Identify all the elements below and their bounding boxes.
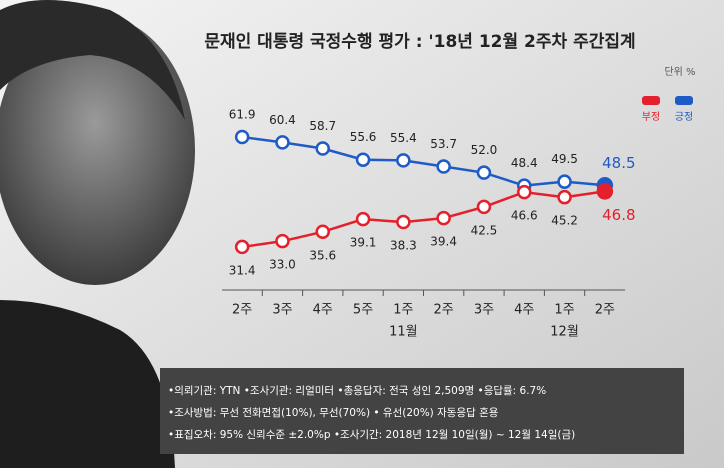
data-label: 55.4 <box>390 131 417 145</box>
data-label: 33.0 <box>269 258 296 272</box>
point <box>476 165 492 180</box>
x-tick-label: 2주 <box>232 303 252 318</box>
data-label: 45.2 <box>551 214 578 228</box>
legend-swatch <box>642 96 660 105</box>
x-tick-label: 4주 <box>514 303 534 318</box>
point <box>315 224 330 240</box>
data-label: 46.6 <box>511 209 538 223</box>
data-label: 38.3 <box>390 239 417 253</box>
x-tick-label: 2주 <box>434 303 454 318</box>
point <box>396 153 411 168</box>
data-label: 35.6 <box>309 248 336 262</box>
note-line: •표집오차: 95% 신뢰수준 ±2.0%p •조사기간: 2018년 12월 … <box>168 428 575 441</box>
point <box>557 189 572 205</box>
x-tick-label: 3주 <box>474 303 494 318</box>
data-label: 48.5 <box>602 154 635 172</box>
data-label: 58.7 <box>309 119 336 133</box>
notes-box <box>160 368 684 454</box>
point <box>234 129 250 145</box>
point <box>355 152 371 167</box>
note-line: •의뢰기관: YTN •조사기관: 리얼미터 •총응답자: 전국 성인 2,50… <box>168 385 546 397</box>
point <box>476 199 492 215</box>
data-label: 39.4 <box>430 235 457 249</box>
point <box>275 135 290 150</box>
chart-title: 문재인 대통령 국정수행 평가 : '18년 12월 2주차 주간집계 <box>204 31 635 52</box>
point <box>517 184 532 200</box>
x-tick-label: 2주 <box>595 303 615 318</box>
legend-label: 긍정 <box>675 111 693 123</box>
highlight-point <box>596 183 614 200</box>
point <box>275 233 290 249</box>
x-tick-label: 3주 <box>272 303 292 318</box>
data-label: 60.4 <box>269 113 296 127</box>
point <box>355 211 371 227</box>
point <box>436 159 451 174</box>
legend-label: 부정 <box>642 111 660 123</box>
data-label: 42.5 <box>471 223 498 237</box>
legend-swatch <box>675 96 693 105</box>
x-tick-label: 5주 <box>353 303 373 318</box>
x-tick-label: 1주 <box>393 303 413 318</box>
data-label: 49.5 <box>551 152 578 166</box>
point <box>396 214 411 230</box>
series-line <box>241 190 606 249</box>
data-label: 31.4 <box>229 263 256 277</box>
note-line: •조사방법: 무선 전화면접(10%), 무선(70%) • 유선(20%) 자… <box>168 406 499 419</box>
data-label: 52.0 <box>471 143 498 157</box>
data-label: 46.8 <box>602 206 635 224</box>
data-label: 55.6 <box>350 130 377 144</box>
x-tick-label: 1주 <box>554 303 574 318</box>
data-label: 53.7 <box>430 137 457 151</box>
data-label: 39.1 <box>350 236 377 250</box>
data-label: 48.4 <box>511 156 538 170</box>
unit-label: 단위 % <box>664 65 695 78</box>
point <box>436 210 451 226</box>
data-label: 61.9 <box>229 107 256 121</box>
portrait <box>0 0 195 468</box>
x-month-label: 11월 <box>389 325 418 340</box>
point <box>315 141 330 156</box>
point <box>557 174 572 189</box>
x-tick-label: 4주 <box>313 303 333 318</box>
x-month-label: 12월 <box>550 325 579 340</box>
series-line <box>241 135 605 187</box>
point <box>234 239 250 255</box>
